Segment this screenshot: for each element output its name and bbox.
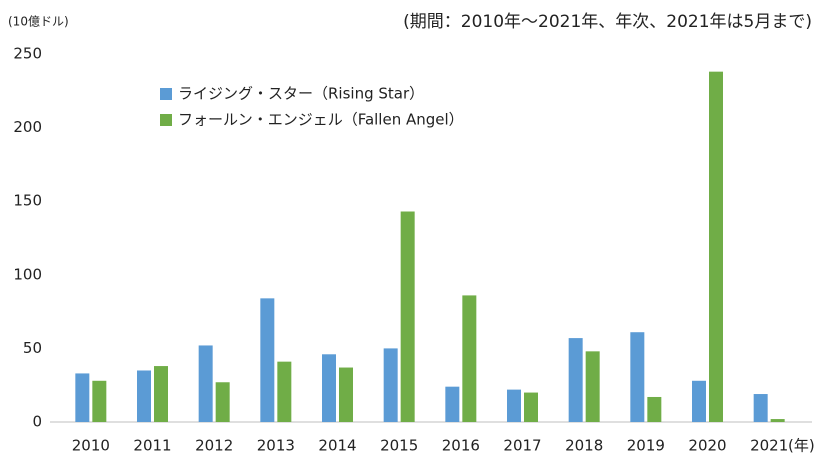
y-tick-label: 100 (13, 265, 42, 283)
x-tick-label: 2021 (750, 437, 788, 454)
bar (462, 295, 477, 422)
bar (692, 380, 706, 422)
x-tick-label: 2014 (318, 437, 356, 454)
x-tick-label: 2019 (627, 437, 665, 454)
x-tick-label: 2011 (133, 437, 171, 454)
bar (339, 367, 353, 422)
bar (75, 373, 90, 422)
bar (92, 380, 107, 422)
subtitle: (期間：2010年～2021年、年次、2021年は5月まで) (403, 12, 812, 32)
legend-label: ライジング・スター（Rising Star） (178, 85, 424, 103)
bar (260, 298, 275, 422)
bar (154, 366, 168, 422)
bar (709, 71, 723, 422)
x-tick-label: 2012 (195, 437, 233, 454)
bar (630, 332, 645, 422)
y-tick-label: 250 (13, 45, 42, 63)
x-tick-label: 2018 (565, 437, 603, 454)
x-tick-label: 2010 (72, 437, 110, 454)
y-tick-label: 150 (13, 192, 42, 210)
x-axis-label: (年) (788, 437, 815, 454)
x-tick-label: 2015 (380, 437, 418, 454)
bar (647, 396, 662, 422)
bar (277, 361, 292, 422)
y-tick-label: 50 (23, 339, 42, 357)
bar (137, 370, 151, 422)
y-tick-label: 200 (13, 118, 42, 136)
y-tick-label: 0 (32, 413, 42, 431)
legend-swatch (160, 88, 172, 100)
bar (215, 382, 230, 422)
bar (507, 389, 521, 422)
bar (400, 211, 415, 422)
x-tick-label: 2020 (688, 437, 726, 454)
bar (753, 394, 768, 422)
bar (198, 345, 213, 422)
bar (445, 386, 460, 422)
x-tick-label: 2017 (503, 437, 541, 454)
bar (383, 348, 398, 422)
x-tick-label: 2013 (257, 437, 295, 454)
bar (322, 354, 336, 422)
x-tick-label: 2016 (442, 437, 480, 454)
legend-label: フォールン・エンジェル（Fallen Angel） (178, 111, 464, 129)
legend-swatch (160, 114, 172, 126)
bar (524, 392, 538, 422)
bar (585, 351, 600, 422)
bar (568, 338, 583, 422)
bar (770, 419, 785, 422)
unit-label: (10億ドル) (8, 15, 69, 29)
